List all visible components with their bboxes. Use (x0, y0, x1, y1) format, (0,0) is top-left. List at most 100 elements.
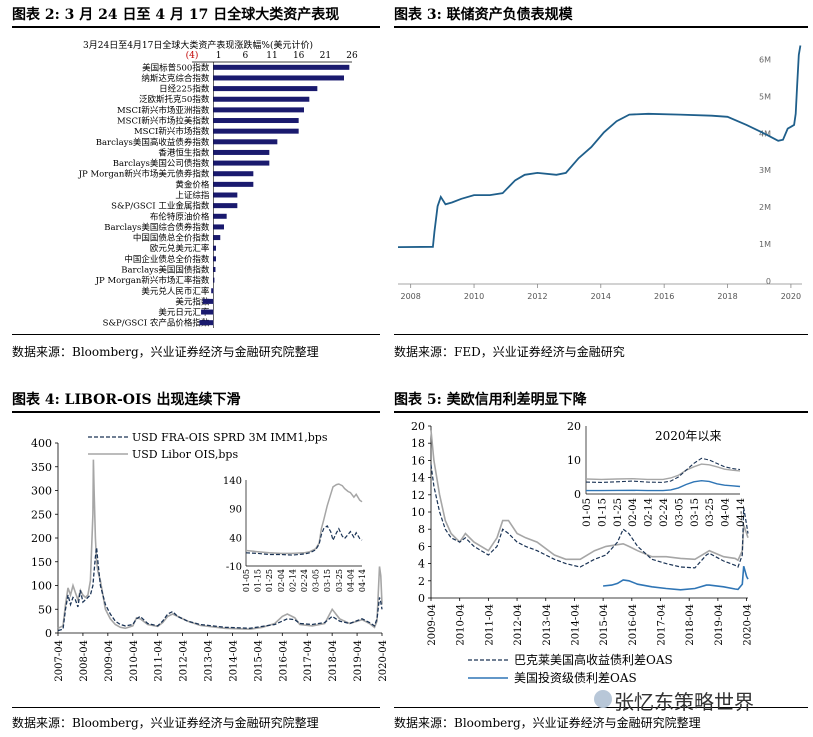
fig2-xtick-label: 26 (346, 51, 358, 61)
fig5-inset-xtick-label: 03-05 (674, 498, 685, 527)
fig2-category-label: Barclays美国公司债指数 (113, 158, 210, 169)
fig5-xtick-label: 2020-04 (743, 604, 754, 646)
fig2-category-label: MSCI新兴市场亚洲指数 (117, 105, 210, 116)
fig4-xtick-label: 2010-04 (129, 640, 140, 682)
fig5-inset-ytick-label: 10 (567, 454, 581, 467)
fig5-high-yield-line (430, 464, 749, 569)
fig5-xtick-label: 2019-04 (714, 604, 725, 646)
fig2-xtick-label: 11 (266, 51, 277, 61)
fig2-category-label: 纳斯达克综合指数 (141, 73, 210, 84)
fig4-inset-xtick-label: 03-05 (312, 569, 321, 592)
fig5-ytick-label: 2 (418, 575, 425, 588)
fig5-inset-xtick-label: 03-15 (690, 498, 701, 527)
fig5-ytick-label: 14 (411, 472, 425, 485)
fig5-inset-xtick-label: 02-24 (659, 498, 670, 527)
fig2-category-label: 欧元兑美元汇率 (150, 243, 210, 254)
fig2-category-label: Barclays美国国债指数 (121, 264, 210, 275)
fig4-libor-ois-line (57, 459, 383, 631)
watermark: 张忆东策略世界 (614, 690, 754, 714)
fig3-ytick-label: 1M (759, 240, 771, 249)
fig5-ytick-label: 12 (411, 489, 425, 502)
fig2-category-label: 上证综指 (175, 190, 210, 201)
fig4-inset-xtick-label: 02-14 (288, 569, 297, 592)
fig2-bar (213, 64, 350, 70)
fig5-grey-series-line (430, 430, 749, 562)
fig5-xtick-label: 2009-04 (427, 604, 438, 646)
fig3-ytick-label: 3M (759, 166, 771, 175)
fig2-bar (213, 96, 310, 102)
fig5-ytick-label: 18 (411, 437, 425, 450)
fig2-xtick-label: 1 (216, 51, 222, 61)
fig4-ytick-label: 400 (31, 437, 52, 450)
fig5-xtick-label: 2016-04 (628, 604, 639, 646)
fig2-bar (213, 266, 216, 272)
fig2-bar (199, 320, 214, 326)
fig3-top-rule (394, 26, 808, 28)
fig5-xtick-label: 2010-04 (456, 604, 467, 646)
fig5-ytick-label: 20 (411, 420, 425, 433)
fig2-category-label: Barclays美国高收益债券指数 (96, 137, 210, 148)
fig5-inset-high-yield-line (585, 457, 741, 483)
fig2-bar (213, 224, 224, 230)
fig3-xtick-label: 2014 (591, 292, 611, 301)
fig4-inset-xtick-label: 03-15 (323, 569, 332, 592)
fig2-bar (213, 149, 270, 155)
fig5-investment-grade-line (603, 565, 749, 591)
fig3-xtick-label: 2008 (400, 292, 420, 301)
fig4-legend-fra-label: USD FRA-OIS SPRD 3M IMM1,bps (132, 431, 328, 444)
fig4-ytick-label: 0 (45, 627, 52, 640)
fig5-inset-xtick-label: 01-25 (613, 498, 624, 527)
fig2-bar (213, 245, 216, 251)
fig2-category-label: 中国国债总全价指数 (133, 233, 210, 244)
fig4-xtick-label: 2019-04 (353, 640, 364, 682)
fig5-top-rule (394, 411, 808, 413)
fig2-category-label: MSCI新兴市场指数 (134, 126, 210, 137)
fig5-ytick-label: 0 (418, 592, 425, 605)
fig3-title: 图表 3: 联储资产负债表规模 (394, 7, 573, 23)
fig2-bar (213, 86, 318, 92)
fig5-legend-hy-label: 巴克莱美国高收益债利差OAS (514, 652, 673, 667)
fig4-inset-ytick-label: 140 (223, 476, 242, 487)
fig4-xtick-label: 2015-04 (253, 640, 264, 682)
fig2-category-label: 布伦特原油价格 (150, 211, 210, 222)
fig3-xtick-label: 2018 (717, 292, 737, 301)
fig2-bar (213, 171, 254, 177)
fig2-bar (213, 160, 270, 166)
fig4-xtick-label: 2011-04 (154, 640, 165, 682)
fig2-category-label: JP Morgan新兴市场美元债券指数 (78, 169, 210, 180)
fig4-ytick-label: 300 (31, 485, 52, 498)
fig2-bar (213, 128, 299, 134)
fig4-xtick-label: 2012-04 (179, 640, 190, 682)
fig5-inset-xtick-label: 04-14 (736, 498, 747, 527)
fig4-top-rule (12, 411, 380, 413)
fig4-ytick-label: 350 (31, 461, 52, 474)
fig4-inset-xtick-label: 02-24 (300, 569, 309, 592)
fig2-category-label: 泛欧斯托克50指数 (139, 94, 210, 105)
fig2-category-label: S&P/GSCI 工业金属指数 (111, 201, 210, 212)
watermark-icon (594, 690, 612, 708)
fig4-xtick-label: 2017-04 (303, 640, 314, 682)
fig3-ytick-label: 5M (759, 92, 771, 101)
fig2-bar (213, 213, 227, 219)
fig4-inset-xtick-label: 01-05 (242, 569, 251, 592)
fig2-category-label: MSCI新兴市场拉美指数 (117, 116, 210, 127)
fig4-xtick-label: 2009-04 (104, 640, 115, 682)
fig4-xtick-label: 2020-04 (378, 640, 389, 682)
fig4-xtick-label: 2016-04 (278, 640, 289, 682)
fig4-fra-ois-line (57, 547, 383, 632)
fig5-inset-grey-line (585, 463, 741, 481)
fig2-bottom-rule (12, 334, 380, 335)
fig4-xtick-label: 2014-04 (228, 640, 239, 682)
fig3-xtick-label: 2010 (464, 292, 484, 301)
fig3-ytick-label: 2M (759, 203, 771, 212)
fig4-ytick-label: 250 (31, 508, 52, 521)
fig4-bottom-rule (12, 707, 380, 708)
fig4-xtick-label: 2008-04 (79, 640, 90, 682)
fig4-ytick-label: 200 (31, 532, 52, 545)
fig2-bar (213, 256, 216, 262)
fig5-ytick-label: 8 (418, 523, 425, 536)
